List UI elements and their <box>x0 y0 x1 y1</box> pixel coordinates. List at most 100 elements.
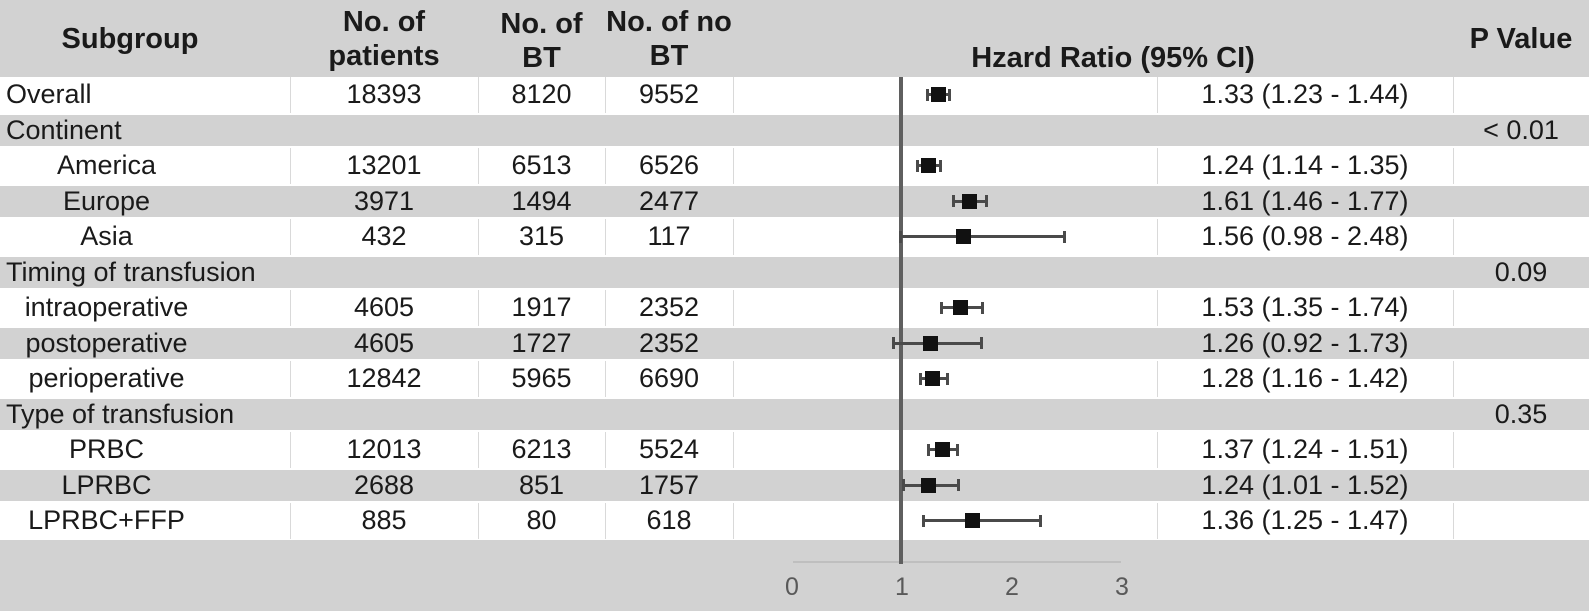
patients-cell: 18393 <box>346 79 422 109</box>
bt-cell: 6213 <box>511 434 572 464</box>
header-subgroup-label: Subgroup <box>61 22 199 55</box>
table-row: Type of transfusion 0.35 <box>0 396 1589 432</box>
patients-cell: 12842 <box>346 363 422 393</box>
hr-ci-cell: 1.24 (1.01 - 1.52) <box>1201 469 1409 500</box>
table-row: Overall 18393 8120 9552 1.33 (1.23 - 1.44) <box>0 77 1589 113</box>
header-no-of-patients-line2: patients <box>328 39 440 72</box>
patients-cell: 3971 <box>353 185 415 216</box>
table-row: postoperative 4605 1727 2352 1.26 (0.92 - 1.… <box>0 325 1589 361</box>
header-hazard-ratio: Hzard Ratio (95% CI) <box>933 0 1293 77</box>
column-divider <box>290 219 291 255</box>
column-divider <box>1157 219 1158 255</box>
no-bt-cell: 9552 <box>638 79 700 109</box>
subgroup-label: postoperative <box>25 327 188 358</box>
column-divider <box>478 219 479 255</box>
hr-ci-cell: 1.33 (1.23 - 1.44) <box>1201 79 1409 109</box>
patients-cell: 885 <box>361 505 407 535</box>
patients-cell: 13201 <box>346 150 422 180</box>
column-divider <box>478 77 479 113</box>
subgroup-label: Overall <box>6 79 92 109</box>
column-divider <box>290 290 291 326</box>
header-no-of-no-bt-line2: BT <box>649 39 689 72</box>
hr-ci-cell: 1.24 (1.14 - 1.35) <box>1201 150 1409 180</box>
header-subgroup: Subgroup <box>0 0 260 77</box>
hr-ci-cell: 1.26 (0.92 - 1.73) <box>1201 327 1409 358</box>
no-bt-cell: 117 <box>647 221 691 251</box>
column-divider <box>1453 361 1454 397</box>
column-divider <box>478 361 479 397</box>
column-divider <box>605 361 606 397</box>
reference-line <box>899 77 903 564</box>
table-row: Asia 432 315 117 1.56 (0.98 - 2.48) <box>0 219 1589 255</box>
subgroup-label: perioperative <box>28 363 185 393</box>
subgroup-label: Continent <box>6 114 122 145</box>
column-divider <box>478 503 479 539</box>
column-divider <box>605 432 606 468</box>
table-row: LPRBC 2688 851 1757 1.24 (1.01 - 1.52) <box>0 467 1589 503</box>
patients-cell: 2688 <box>353 469 415 500</box>
patients-cell: 12013 <box>346 434 422 464</box>
x-axis: 0 1 2 3 <box>0 540 1589 611</box>
hr-ci-cell: 1.53 (1.35 - 1.74) <box>1201 292 1409 322</box>
x-axis-tick-label: 2 <box>1005 573 1019 601</box>
table-row: intraoperative 4605 1917 2352 1.53 (1.35 - 1… <box>0 290 1589 326</box>
column-divider <box>733 432 734 468</box>
bt-cell: 5965 <box>511 363 572 393</box>
header-no-of-patients: No. of patients <box>290 0 478 77</box>
subgroup-label: LPRBC+FFP <box>28 505 185 535</box>
no-bt-cell: 6690 <box>638 363 700 393</box>
table-row: LPRBC+FFP 885 80 618 1.36 (1.25 - 1.47) <box>0 503 1589 539</box>
column-divider <box>733 503 734 539</box>
bt-cell: 8120 <box>511 79 572 109</box>
column-divider <box>605 219 606 255</box>
column-divider <box>1453 77 1454 113</box>
table-row: Continent < 0.01 <box>0 112 1589 148</box>
column-divider <box>478 432 479 468</box>
hr-ci-cell: 1.37 (1.24 - 1.51) <box>1201 434 1409 464</box>
hr-ci-cell: 1.56 (0.98 - 2.48) <box>1201 221 1409 251</box>
bt-cell: 851 <box>518 469 565 500</box>
column-divider <box>605 148 606 184</box>
header-p-value: P Value <box>1453 0 1589 77</box>
column-divider <box>290 148 291 184</box>
table-row: PRBC 12013 6213 5524 1.37 (1.24 - 1.51) <box>0 432 1589 468</box>
x-axis-tick-label: 0 <box>785 573 799 601</box>
header-hazard-ratio-label: Hzard Ratio (95% CI) <box>971 42 1255 74</box>
header-no-of-patients-line1: No. of <box>342 5 426 38</box>
p-value-cell: 0.35 <box>1494 398 1548 429</box>
subgroup-label: Asia <box>80 221 133 251</box>
bt-cell: 1917 <box>511 292 572 322</box>
column-divider <box>1453 503 1454 539</box>
no-bt-cell: 2352 <box>638 327 700 358</box>
bt-cell: 80 <box>526 505 557 535</box>
x-axis-tick-label: 3 <box>1115 573 1129 601</box>
x-axis-line <box>793 561 1121 563</box>
column-divider <box>605 290 606 326</box>
subgroup-label: America <box>56 150 157 180</box>
table-row: America 13201 6513 6526 1.24 (1.14 - 1.35) <box>0 148 1589 184</box>
column-divider <box>1453 290 1454 326</box>
hr-ci-cell: 1.61 (1.46 - 1.77) <box>1201 185 1409 216</box>
bt-cell: 6513 <box>511 150 572 180</box>
column-divider <box>1157 290 1158 326</box>
bt-cell: 315 <box>518 221 565 251</box>
column-divider <box>478 148 479 184</box>
column-divider <box>733 290 734 326</box>
header-no-of-no-bt: No. of no BT <box>605 0 733 77</box>
column-divider <box>1157 432 1158 468</box>
table-row: perioperative 12842 5965 6690 1.28 (1.16 - 1… <box>0 361 1589 397</box>
p-value-cell: 0.09 <box>1494 256 1548 287</box>
hr-ci-cell: 1.36 (1.25 - 1.47) <box>1201 505 1409 535</box>
column-divider <box>290 503 291 539</box>
column-divider <box>733 77 734 113</box>
table-row: Europe 3971 1494 2477 1.61 (1.46 - 1.77) <box>0 183 1589 219</box>
header-no-of-no-bt-line1: No. of no <box>606 5 732 38</box>
column-divider <box>733 219 734 255</box>
no-bt-cell: 1757 <box>638 469 700 500</box>
subgroup-label: Type of transfusion <box>6 398 235 429</box>
column-divider <box>1453 219 1454 255</box>
bt-cell: 1727 <box>511 327 572 358</box>
patients-cell: 432 <box>361 221 407 251</box>
no-bt-cell: 2477 <box>638 185 700 216</box>
